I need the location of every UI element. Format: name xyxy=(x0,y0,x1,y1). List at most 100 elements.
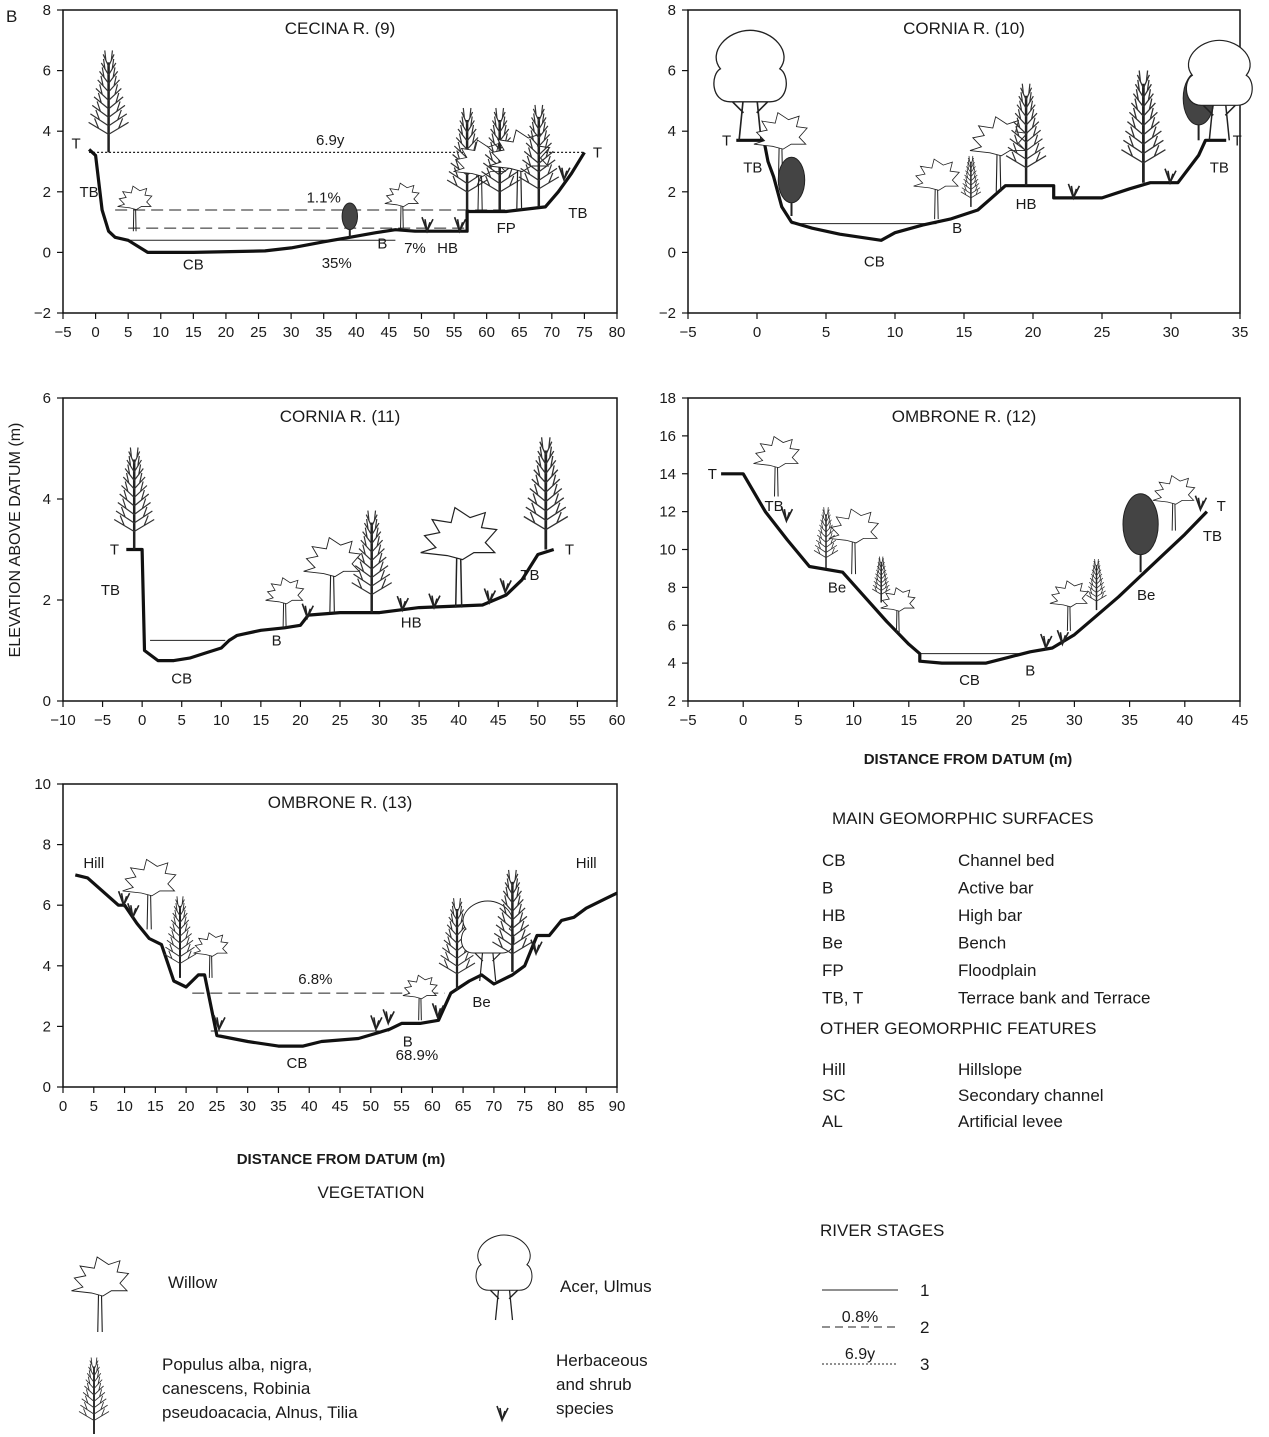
surface-label: T xyxy=(1233,132,1242,149)
x-tick-label: 5 xyxy=(124,324,132,341)
y-tick-label: 2 xyxy=(668,184,676,201)
poplar-icon xyxy=(492,869,533,972)
cross-section-profile xyxy=(126,547,555,663)
x-tick-label: 45 xyxy=(381,324,398,341)
x-tick-label: 70 xyxy=(543,324,560,341)
herb-strokes xyxy=(558,165,571,183)
herb-icon xyxy=(780,506,794,524)
herb-icon xyxy=(1067,183,1081,201)
herb-strokes xyxy=(301,603,315,621)
x-tick-label: 55 xyxy=(393,1098,410,1115)
acer-canopy xyxy=(1185,39,1253,106)
x-tick-label: 50 xyxy=(413,324,430,341)
legend-surface-desc: Terrace bank and Terrace xyxy=(958,989,1150,1008)
poplar-icon xyxy=(351,510,393,613)
x-tick-label: 20 xyxy=(218,324,235,341)
willow-canopy xyxy=(303,536,362,578)
legend-features-title: OTHER GEOMORPHIC FEATURES xyxy=(820,1019,1096,1038)
willow-canopy xyxy=(193,932,229,957)
willow-icon xyxy=(1152,474,1196,531)
legend-vegetation-label: Populus alba, nigra, xyxy=(162,1355,312,1374)
herb-icon xyxy=(301,603,315,621)
herb-icon xyxy=(127,903,140,920)
herb-strokes xyxy=(1040,633,1053,651)
x-tick-label: 10 xyxy=(845,712,862,729)
herb-strokes xyxy=(496,1405,509,1423)
surface-label: TB xyxy=(743,160,762,177)
surface-label: Hill xyxy=(576,855,597,872)
chart-panels: CECINA R. (9)−5 0 5 10 15 20 25 30 35 40 45 50 55 60 6… xyxy=(34,2,1253,1115)
willow-icon xyxy=(488,129,551,211)
x-tick-label: 0 xyxy=(59,1098,67,1115)
acer-icon xyxy=(713,29,787,141)
willow-icon xyxy=(753,435,800,497)
acer-trunk xyxy=(489,1285,519,1321)
surface-label: B xyxy=(403,1034,413,1051)
herb-strokes xyxy=(780,506,794,524)
herb-strokes xyxy=(483,588,497,605)
poplar-icon xyxy=(88,50,129,153)
herb-icon xyxy=(453,216,467,234)
willow-trunk xyxy=(774,466,779,497)
x-tick-label: 45 xyxy=(332,1098,349,1115)
legend-feature-desc: Artificial levee xyxy=(958,1112,1063,1131)
poplar-branches xyxy=(163,896,197,964)
herb-strokes xyxy=(1056,629,1070,647)
legend-feature-code: Hill xyxy=(822,1060,846,1079)
x-axis-label-panel-13: DISTANCE FROM DATUM (m) xyxy=(237,1151,446,1168)
willow-canopy xyxy=(122,858,177,897)
legend-surface-desc: Channel bed xyxy=(958,851,1054,870)
herb-icon xyxy=(213,1015,226,1032)
poplar-branches xyxy=(351,510,393,596)
surface-label: T xyxy=(722,132,731,149)
x-tick-label: 15 xyxy=(185,324,202,341)
willow-canopy xyxy=(402,974,438,1000)
x-tick-label: 35 xyxy=(1121,712,1138,729)
y-tick-label: 6 xyxy=(668,617,676,634)
herb-icon xyxy=(382,1009,395,1026)
surface-label: TB xyxy=(1210,160,1229,177)
y-tick-label: 4 xyxy=(43,958,51,975)
y-tick-label: 14 xyxy=(659,466,676,483)
surface-label: TB xyxy=(101,582,120,599)
poplar-icon xyxy=(523,437,569,550)
herb-strokes xyxy=(127,903,140,920)
herb-icon xyxy=(117,890,131,908)
x-tick-label: 0 xyxy=(91,324,99,341)
willow-trunk xyxy=(282,602,287,628)
legend-surface-desc: Floodplain xyxy=(958,961,1036,980)
poplar-icon xyxy=(871,556,891,603)
legend-vegetation-label: Acer, Ulmus xyxy=(560,1277,652,1296)
willow-trunk xyxy=(516,169,523,211)
legend: MAIN GEOMORPHIC SURFACES CB Channel bed B A… xyxy=(71,809,1150,1434)
surface-label: FP xyxy=(497,220,516,237)
legend-stage-number: 1 xyxy=(920,1281,929,1300)
legend-vegetation-label: canescens, Robinia xyxy=(162,1379,311,1398)
x-tick-label: 80 xyxy=(547,1098,564,1115)
chart-title: OMBRONE R. (13) xyxy=(268,793,413,812)
herb-icon xyxy=(396,595,410,613)
y-tick-label: 6 xyxy=(43,63,51,80)
y-tick-label: 8 xyxy=(668,2,676,19)
surface-label: TB xyxy=(520,567,539,584)
x-tick-label: 30 xyxy=(283,324,300,341)
surface-label: T xyxy=(110,542,119,559)
x-tick-label: −5 xyxy=(679,324,696,341)
poplar-icon xyxy=(113,447,155,550)
x-tick-label: 40 xyxy=(301,1098,318,1115)
shrub-canopy xyxy=(341,202,358,231)
shrubtree-icon xyxy=(777,156,806,216)
x-tick-label: 15 xyxy=(253,712,270,729)
y-tick-label: 12 xyxy=(659,504,676,521)
willow-icon xyxy=(828,508,880,575)
x-tick-label: 10 xyxy=(213,712,230,729)
chart-panel: OMBRONE R. (13)0 5 10 15 20 25 30 35 40 45 50 55 60 6… xyxy=(34,776,625,1115)
poplar-branches xyxy=(1121,70,1166,164)
herb-strokes xyxy=(213,1015,226,1032)
willow-canopy xyxy=(913,158,960,191)
willow-canopy xyxy=(420,506,498,561)
legend-stage-number: 3 xyxy=(920,1355,929,1374)
surface-label: Be xyxy=(472,994,490,1011)
poplar-icon xyxy=(438,898,476,990)
y-tick-label: 10 xyxy=(34,776,51,793)
